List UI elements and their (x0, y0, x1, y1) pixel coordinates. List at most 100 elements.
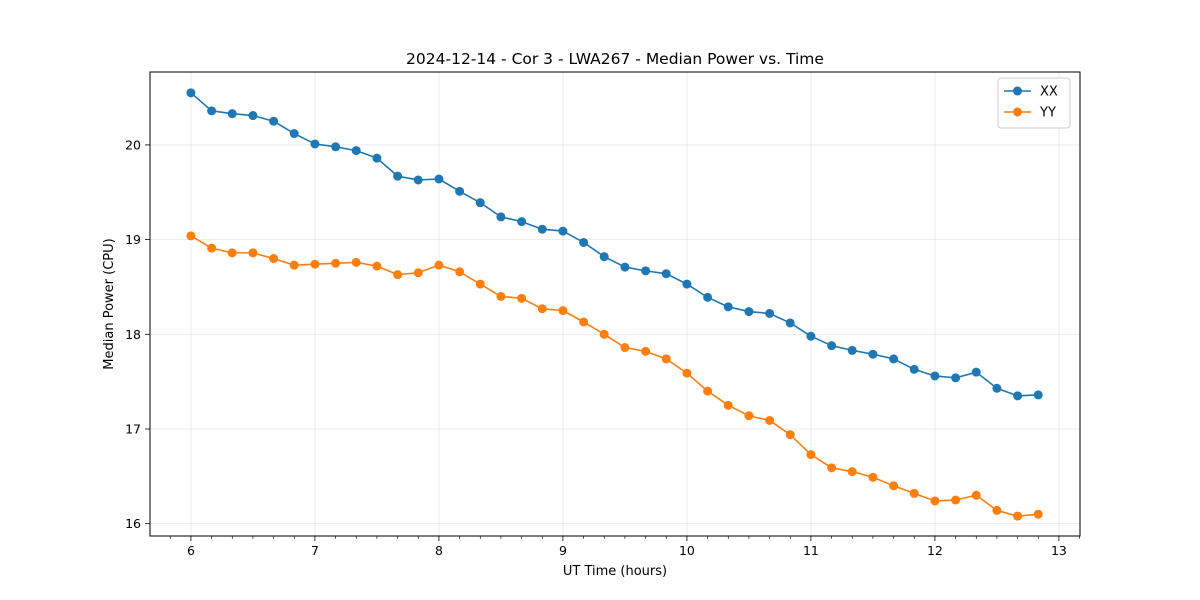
data-point-yy (393, 270, 403, 280)
data-point-xx (827, 341, 837, 351)
data-point-yy (269, 254, 279, 264)
data-point-xx (434, 174, 444, 184)
data-point-xx (951, 373, 961, 383)
grid (150, 72, 1080, 536)
data-point-yy (558, 306, 568, 316)
data-point-yy (661, 354, 671, 364)
data-point-yy (227, 248, 237, 258)
data-point-xx (579, 237, 589, 247)
data-point-yy (413, 268, 423, 278)
y-tick-label: 20 (125, 137, 141, 152)
data-point-xx (413, 175, 423, 185)
data-point-xx (992, 383, 1002, 393)
data-point-xx (269, 116, 279, 126)
data-point-yy (641, 346, 651, 356)
data-point-xx (537, 224, 547, 234)
data-point-xx (496, 212, 506, 222)
data-point-xx (806, 331, 816, 341)
data-point-yy (537, 304, 547, 314)
data-point-yy (827, 463, 837, 473)
data-point-yy (1033, 509, 1043, 519)
legend-box (997, 77, 1071, 129)
data-point-yy (455, 267, 465, 277)
data-point-xx (930, 371, 940, 381)
series-line-xx (190, 92, 1039, 397)
data-point-xx (661, 269, 671, 279)
data-point-xx (455, 186, 465, 196)
legend-marker-xx (1013, 86, 1022, 96)
x-tick-label: 9 (559, 543, 567, 558)
data-point-xx (620, 262, 630, 272)
x-tick-label: 12 (927, 543, 943, 558)
data-point-yy (620, 343, 630, 353)
data-point-yy (847, 467, 857, 477)
data-point-yy (744, 411, 754, 421)
data-point-xx (847, 345, 857, 355)
x-tick-label: 11 (803, 543, 819, 558)
data-point-xx (372, 153, 382, 163)
data-point-xx (289, 129, 299, 139)
x-tick-label: 13 (1051, 543, 1067, 558)
data-point-yy (723, 400, 733, 410)
data-point-xx (186, 88, 196, 98)
y-axis-label: Median Power (CPU) (102, 238, 117, 369)
data-point-yy (951, 495, 961, 505)
data-point-xx (248, 111, 258, 121)
data-point-yy (1013, 511, 1023, 521)
legend-label-xx: XX (1040, 85, 1058, 100)
data-point-yy (289, 260, 299, 270)
data-point-yy (785, 430, 795, 440)
data-point-yy (765, 415, 775, 425)
data-point-xx (785, 318, 795, 328)
data-point-xx (1013, 391, 1023, 401)
data-point-xx (393, 171, 403, 181)
data-point-yy (703, 386, 713, 396)
data-point-yy (434, 260, 444, 270)
data-point-xx (641, 266, 651, 276)
data-point-yy (331, 258, 341, 268)
legend-marker-yy (1013, 107, 1022, 117)
data-point-yy (310, 259, 320, 269)
data-point-xx (868, 349, 878, 359)
y-tick-label: 19 (125, 232, 141, 247)
x-tick-label: 10 (679, 543, 695, 558)
data-point-xx (331, 142, 341, 152)
data-point-xx (909, 364, 919, 374)
data-point-xx (599, 252, 609, 262)
legend: XX YY (997, 77, 1071, 129)
data-point-yy (186, 231, 196, 241)
data-point-xx (703, 292, 713, 302)
data-point-xx (475, 198, 485, 208)
data-point-xx (765, 308, 775, 318)
x-tick-label: 6 (187, 543, 195, 558)
y-tick-label: 16 (125, 516, 141, 531)
data-point-yy (372, 261, 382, 271)
data-point-yy (248, 248, 258, 258)
data-point-yy (889, 481, 899, 491)
data-point-yy (579, 317, 589, 327)
data-point-yy (207, 243, 217, 253)
data-point-yy (599, 329, 609, 339)
data-point-yy (909, 488, 919, 498)
data-point-xx (723, 302, 733, 312)
data-point-yy (806, 450, 816, 460)
series-line-yy (190, 235, 1039, 517)
chart-title: 2024-12-14 - Cor 3 - LWA267 - Median Pow… (406, 50, 824, 68)
data-point-yy (930, 496, 940, 506)
plot-frame (149, 71, 1081, 537)
data-point-xx (889, 354, 899, 364)
x-axis-label: UT Time (hours) (563, 564, 667, 579)
data-point-yy (517, 293, 527, 303)
data-point-xx (207, 106, 217, 116)
data-point-xx (227, 109, 237, 119)
data-point-yy (351, 257, 361, 267)
x-tick-label: 7 (311, 543, 319, 558)
data-point-xx (558, 226, 568, 236)
data-point-yy (682, 368, 692, 378)
x-tick-label: 8 (435, 543, 443, 558)
y-tick-label: 18 (125, 327, 141, 342)
data-point-xx (744, 307, 754, 317)
plot-series (186, 88, 1043, 521)
axis-ticks: 6 7 8 9 10 11 12 13 16 17 18 19 20 (125, 137, 1080, 558)
